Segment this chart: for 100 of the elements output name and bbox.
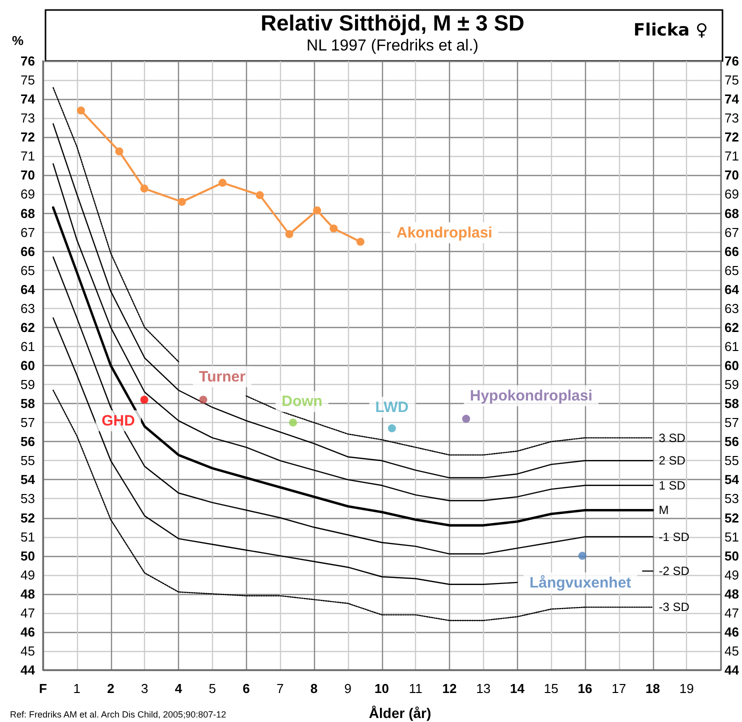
y-tick-label: 66 [20, 244, 35, 259]
y-tick-label: 56 [20, 434, 35, 450]
x-tick-label: 19 [679, 681, 694, 696]
y2-tick-label: 54 [724, 472, 740, 488]
x-tick-label: 13 [476, 681, 491, 696]
series-label: 2 SD [658, 454, 686, 468]
y-tick-label: 73 [20, 110, 35, 126]
y2-tick-label: 50 [724, 548, 740, 564]
y-tick-label: 65 [20, 262, 35, 278]
x-tick-label: F [39, 681, 48, 696]
point [388, 424, 396, 432]
y-tick-label: 46 [20, 624, 35, 640]
y-tick-label: 60 [20, 358, 35, 373]
point [256, 191, 264, 200]
y-tick-label: 55 [20, 453, 35, 468]
y2-tick-label: 68 [724, 206, 740, 221]
y2-tick-label: 44 [724, 662, 740, 678]
point [199, 396, 208, 404]
point [330, 224, 338, 232]
text: Akondroplasi [396, 224, 492, 242]
y2-tick-label: 62 [724, 320, 740, 335]
y-tick-label: 59 [20, 377, 35, 392]
point [578, 552, 586, 560]
y-tick-label: 45 [20, 643, 35, 658]
y2-tick-label: 49 [724, 567, 740, 582]
text: Ref: Fredriks AM et al. Arch Dis Child, 2005;90:807-12 [10, 710, 226, 720]
y2-tick-label: 74 [724, 92, 740, 107]
y2-tick-label: 65 [724, 262, 740, 278]
series-label: -2 SD [658, 564, 690, 578]
y-tick-label: 61 [20, 338, 35, 354]
y-tick-label: 50 [20, 548, 35, 564]
series-label: Hypokondroplasi [470, 387, 592, 404]
y-tick-label: 62 [20, 320, 35, 335]
series-label: Down [282, 393, 322, 410]
x-tick-label: 3 [141, 681, 148, 696]
series-label: GHD [102, 412, 136, 430]
text: Flicka ♀ [634, 20, 708, 40]
x-tick-label: 10 [374, 681, 390, 696]
x-tick-label: 5 [208, 681, 216, 696]
y-tick-label: 63 [20, 300, 35, 316]
y-tick-label: 47 [20, 605, 35, 620]
y-tick-label: 52 [20, 510, 35, 526]
x-tick-label: 17 [612, 681, 626, 696]
x-tick-label: 12 [442, 681, 457, 696]
y-tick-label: 49 [20, 567, 35, 582]
x-tick-label: 2 [107, 681, 114, 696]
y-tick-label: 69 [20, 186, 35, 202]
point [76, 106, 85, 114]
y-tick-label: 48 [20, 586, 35, 602]
y2-tick-label: 75 [724, 72, 740, 88]
point [218, 178, 227, 187]
y2-tick-label: 59 [724, 377, 740, 392]
series-label: LWD [375, 398, 409, 416]
y2-tick-label: 47 [724, 605, 740, 620]
y-tick-label: 71 [20, 148, 35, 164]
chart-subtitle: NL 1997 (Fredriks et al.) [306, 38, 478, 54]
x-tick-label: 4 [174, 681, 183, 696]
y-tick-label: 67 [20, 224, 35, 240]
y2-tick-label: 57 [724, 415, 740, 430]
y2-tick-label: 56 [724, 434, 740, 450]
y-tick-label: 58 [20, 396, 35, 412]
y2-tick-label: 70 [724, 168, 740, 183]
y2-tick-label: 48 [724, 586, 740, 602]
point [178, 198, 186, 206]
series-label: Turner [199, 368, 246, 386]
y2-tick-label: 66 [724, 244, 740, 259]
x-tick-label: 9 [344, 681, 352, 696]
point [462, 414, 470, 423]
x-tick-label: 16 [578, 681, 592, 696]
y2-tick-label: 60 [724, 358, 740, 373]
point [140, 396, 148, 404]
line-series [52, 163, 654, 502]
y2-tick-label: 76 [724, 54, 740, 68]
x-tick-label: 14 [510, 681, 526, 696]
point [289, 418, 298, 427]
series-label: 1 SD [658, 478, 686, 492]
y-tick-label: 68 [20, 206, 35, 221]
line-series [52, 256, 654, 555]
y-tick-label: 64 [20, 282, 36, 297]
line-series [52, 206, 654, 527]
y-axis-title: % [12, 33, 24, 48]
y2-tick-label: 73 [724, 110, 740, 126]
x-tick-label: 6 [242, 681, 250, 696]
y-tick-label: 51 [20, 529, 35, 544]
series-label: M [658, 503, 669, 518]
series-label: 3 SD [658, 430, 686, 445]
y2-tick-label: 67 [724, 224, 740, 240]
point [313, 206, 322, 214]
x-tick-label: 18 [646, 681, 660, 696]
x-tick-label: 7 [276, 681, 284, 696]
y-tick-label: 76 [20, 54, 35, 68]
y2-tick-label: 63 [724, 300, 740, 316]
y-tick-label: 74 [20, 92, 36, 107]
x-tick-label: 11 [408, 681, 422, 696]
chart-title: Relativ Sitthöjd, M ± 3 SD [260, 10, 524, 36]
y2-tick-label: 61 [724, 338, 740, 354]
y2-tick-label: 53 [724, 491, 740, 506]
y-tick-label: 54 [20, 472, 36, 488]
y2-tick-label: 52 [724, 510, 740, 526]
x-tick-label: 15 [544, 681, 558, 696]
